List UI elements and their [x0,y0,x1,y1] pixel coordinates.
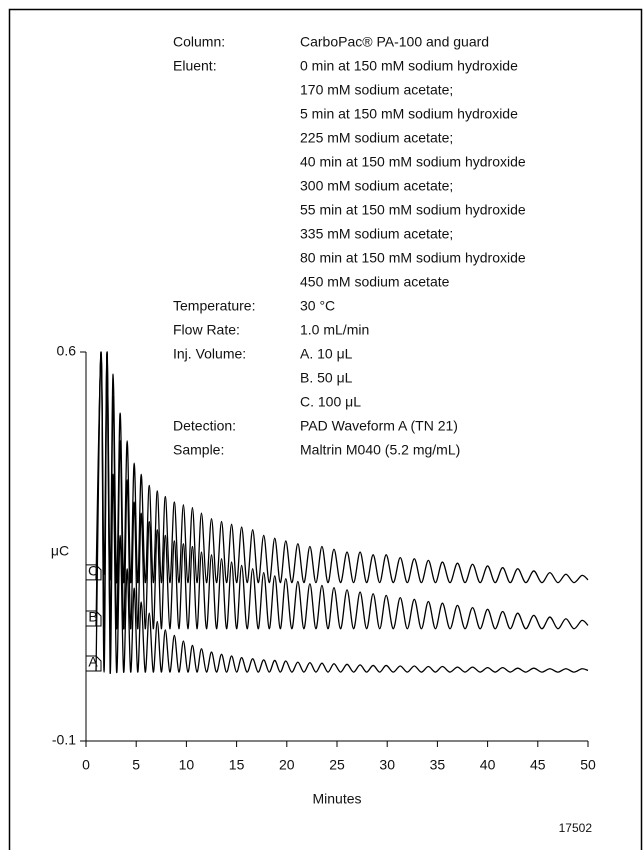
condition-label: Column: [173,34,225,50]
condition-label: Detection: [173,418,236,434]
condition-value: 450 mM sodium acetate [300,274,450,290]
series-label: B [88,609,97,625]
condition-label: Flow Rate: [173,322,240,338]
x-tick-label: 40 [480,757,496,773]
page-frame [8,8,643,850]
x-tick-label: 5 [132,757,140,773]
condition-value: 40 min at 150 mM sodium hydroxide [300,154,526,170]
condition-value: 335 mM sodium acetate; [300,226,453,242]
condition-value: 300 mM sodium acetate; [300,178,453,194]
condition-label: Temperature: [173,298,255,314]
condition-label: Sample: [173,442,224,458]
y-tick-label: 0.6 [57,343,77,359]
x-tick-label: 30 [379,757,395,773]
trace-line [95,351,589,674]
x-tick-label: 0 [82,757,90,773]
series-bracket [86,655,102,672]
series-label: C [88,563,98,579]
condition-value: 1.0 mL/min [300,322,369,338]
condition-value: 30 °C [300,298,335,314]
condition-value: A. 10 μL [300,346,353,362]
series-bracket [86,610,102,627]
condition-value: C. 100 μL [300,394,361,410]
condition-value: 0 min at 150 mM sodium hydroxide [300,58,518,74]
condition-value: 170 mM sodium acetate; [300,82,453,98]
condition-value: 80 min at 150 mM sodium hydroxide [300,250,526,266]
y-axis-label: μC [51,543,69,559]
condition-label: Eluent: [173,58,217,74]
x-tick-label: 50 [580,757,596,773]
condition-value: CarboPac® PA-100 and guard [300,34,489,50]
trace-line [95,351,589,584]
x-tick-label: 35 [430,757,446,773]
condition-label: Inj. Volume: [173,346,246,362]
series-label: A [88,654,98,670]
condition-value: 55 min at 150 mM sodium hydroxide [300,202,526,218]
condition-value: B. 50 μL [300,370,353,386]
x-tick-label: 20 [279,757,295,773]
x-tick-label: 15 [229,757,245,773]
condition-value: PAD Waveform A (TN 21) [300,418,458,434]
condition-value: 225 mM sodium acetate; [300,130,453,146]
figure-id: 17502 [559,821,593,835]
y-tick-label: -0.1 [52,732,76,748]
trace-line [95,351,589,630]
x-axis-label: Minutes [312,791,361,807]
series-bracket [86,564,102,581]
plot-area [95,351,589,674]
x-tick-label: 25 [329,757,345,773]
x-tick-label: 10 [179,757,195,773]
x-tick-label: 45 [530,757,546,773]
condition-value: 5 min at 150 mM sodium hydroxide [300,106,518,122]
condition-value: Maltrin M040 (5.2 mg/mL) [300,442,460,458]
